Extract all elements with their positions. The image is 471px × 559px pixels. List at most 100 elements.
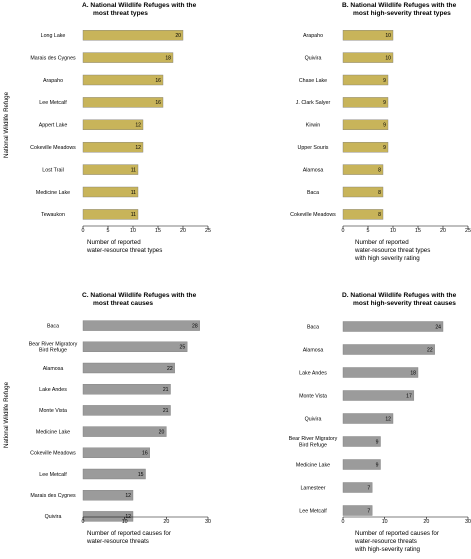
bar-value-label: 16 — [155, 100, 161, 106]
chart-panel-c: C. National Wildlife Refuges with the mos… — [3, 292, 211, 545]
chart-title-line: C. National Wildlife Refuges with the — [82, 292, 197, 299]
bar — [342, 97, 389, 108]
bar-value-label: 11 — [131, 167, 136, 173]
x-tick-label: 25 — [205, 228, 211, 234]
bar-value-label: 20 — [159, 429, 165, 435]
bar-value-label: 24 — [435, 324, 441, 330]
bar-value-label: 9 — [383, 123, 386, 129]
bar — [342, 52, 394, 63]
category-label: Monte Vista — [299, 393, 327, 399]
category-label: Arapaho — [303, 33, 323, 39]
category-label-line: Medicine Lake — [36, 429, 70, 435]
chart-title: D. National Wildlife Refuges with the mos… — [342, 292, 457, 307]
bar-value-label: 12 — [135, 123, 141, 129]
chart-title: B. National Wildlife Refuges with the mos… — [342, 2, 457, 17]
x-axis-title-line: with high severity rating — [354, 255, 420, 262]
category-label-line: Cokeville Meadows — [290, 212, 336, 218]
chart-title-line: B. National Wildlife Refuges with the — [342, 2, 457, 9]
x-tick-label: 30 — [205, 519, 211, 525]
category-label: Quivira — [45, 514, 62, 520]
bar — [82, 490, 134, 501]
bar — [342, 321, 444, 332]
category-label-line: Kirwin — [306, 123, 320, 129]
chart-title: A. National Wildlife Refuges with the mos… — [82, 2, 197, 17]
category-label-line: Baca — [307, 324, 319, 330]
x-axis-title-line: water-resource threats — [86, 538, 149, 545]
bar-value-label: 9 — [383, 100, 386, 106]
category-label-line: J. Clark Salyer — [296, 100, 331, 106]
bar-value-label: 22 — [167, 366, 173, 372]
bar-value-label: 21 — [163, 408, 169, 414]
category-label: Lee Metcalf — [39, 472, 67, 478]
category-label: Lee Metcalf — [299, 508, 327, 514]
bar — [342, 436, 381, 447]
bar-value-label: 9 — [376, 462, 379, 468]
category-label: Bear River Migratory Bird Refuge — [29, 342, 78, 354]
bar-value-label: 11 — [131, 212, 136, 218]
category-label: Arapaho — [43, 78, 63, 84]
category-label-line: Long Lake — [41, 33, 66, 39]
category-label-line: Lost Trail — [42, 167, 64, 173]
category-label: Appert Lake — [39, 123, 68, 129]
category-label: Monte Vista — [39, 408, 67, 414]
bar-value-label: 25 — [179, 345, 185, 351]
category-label-line: Quivira — [305, 416, 322, 422]
category-label-line: Baca — [47, 323, 59, 329]
category-label-line: Arapaho — [43, 78, 63, 84]
category-label: Baca — [47, 323, 59, 329]
bar — [82, 320, 200, 331]
category-label-line: Medicine Lake — [296, 462, 330, 468]
bar-value-label: 21 — [163, 387, 169, 393]
x-tick-label: 0 — [82, 519, 85, 525]
x-axis-title-line: water-resource threat types — [86, 247, 162, 254]
category-label: Lamesteer — [300, 485, 325, 491]
x-tick-label: 0 — [342, 519, 345, 525]
x-axis-title-line: Number of reported — [87, 239, 141, 246]
category-label: Marais des Cygnes — [30, 493, 76, 499]
y-axis-title: National Wildlife Refuge — [3, 381, 10, 448]
category-label-line: Marais des Cygnes — [30, 493, 76, 499]
category-label: Cokeville Meadows — [290, 212, 336, 218]
x-tick-label: 10 — [122, 519, 128, 525]
bar — [342, 505, 373, 516]
chart-title-line: most high-severity threat causes — [353, 300, 456, 307]
category-label: Alamosa — [303, 167, 324, 173]
category-label: J. Clark Salyer — [296, 100, 331, 106]
category-label-line: Medicine Lake — [36, 190, 70, 196]
x-tick-label: 30 — [465, 519, 471, 525]
category-label: Cokeville Meadows — [30, 451, 76, 457]
category-label-line: Baca — [307, 190, 319, 196]
category-label: Quivira — [305, 416, 322, 422]
bar-value-label: 10 — [385, 33, 391, 39]
bar — [342, 390, 415, 401]
category-label: Tewaukon — [41, 212, 65, 218]
bar-value-label: 7 — [367, 508, 370, 514]
bar-value-label: 8 — [378, 190, 381, 196]
category-label-line: Cokeville Meadows — [30, 145, 76, 151]
bar — [82, 119, 144, 131]
category-label-line: Lake Andes — [39, 387, 67, 393]
category-label: Quivira — [305, 55, 322, 61]
x-tick-label: 25 — [465, 228, 471, 234]
x-tick-label: 15 — [155, 228, 161, 234]
bar-value-label: 10 — [385, 55, 391, 61]
category-label: Kirwin — [306, 123, 320, 129]
bar-value-label: 12 — [135, 145, 141, 151]
chart-title-line: most high-severity threat types — [353, 10, 451, 17]
category-label: Medicine Lake — [36, 190, 70, 196]
bar — [82, 405, 171, 416]
bar-value-label: 8 — [378, 212, 381, 218]
bar — [82, 468, 146, 480]
bar-value-label: 17 — [406, 393, 412, 399]
category-label: Alamosa — [303, 347, 324, 353]
bar-value-label: 18 — [410, 370, 416, 376]
category-label-line: Appert Lake — [39, 123, 68, 129]
bar — [82, 341, 188, 352]
bar — [342, 344, 435, 355]
category-label-line: Bird Refuge — [299, 442, 327, 448]
bar-value-label: 15 — [138, 472, 144, 478]
bar — [342, 413, 394, 424]
x-axis-title: Number of reported water-resource threat … — [86, 239, 162, 254]
category-label-line: Lee Metcalf — [39, 100, 67, 106]
